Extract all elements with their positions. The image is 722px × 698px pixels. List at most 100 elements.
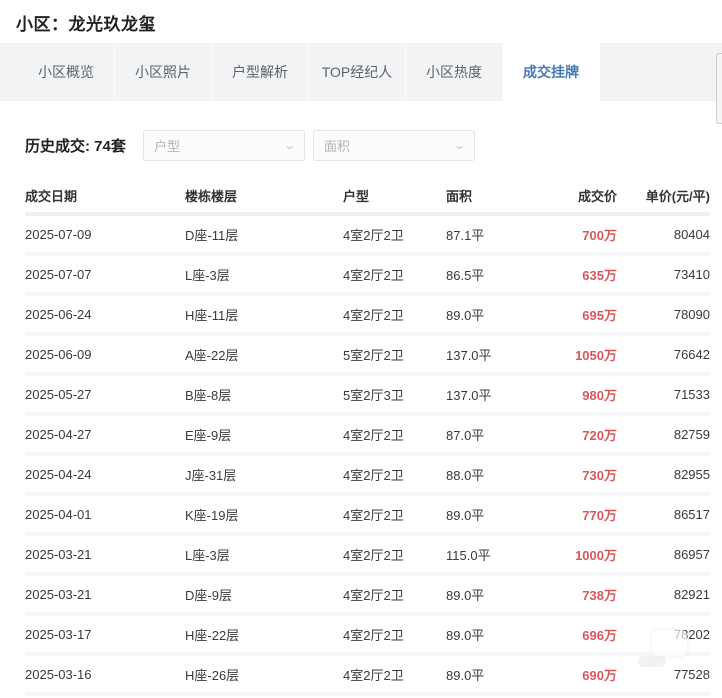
unit-layout: 4室2厅2卫	[343, 227, 404, 243]
col-header-unit-price: 单价(元/平)	[645, 188, 710, 204]
deal-date: 2025-05-27	[25, 386, 92, 402]
unit-area: 87.1平	[446, 227, 485, 243]
unit-layout: 4室2厅2卫	[343, 627, 404, 643]
deal-date: 2025-06-24	[25, 306, 92, 322]
unit-layout: 5室2厅2卫	[343, 347, 404, 363]
building-floor: L座-3层	[185, 267, 230, 283]
deal-price: 738万	[582, 587, 617, 603]
building-floor: H座-26层	[185, 667, 240, 683]
deal-date: 2025-03-21	[25, 546, 92, 562]
scrollbar-thumb[interactable]	[716, 53, 722, 124]
tab-3[interactable]: TOP经纪人	[309, 43, 406, 101]
col-header-price: 成交价	[577, 188, 617, 204]
table-row[interactable]: 2025-06-24 H座-11层 4室2厅2卫 89.0平 695万 7809…	[25, 296, 710, 336]
title-bar: 小区：龙光玖龙玺	[0, 0, 722, 43]
deal-date: 2025-04-24	[25, 466, 92, 482]
unit-area: 89.0平	[446, 507, 485, 523]
chevron-down-icon: ⌄	[452, 140, 466, 152]
deal-price: 690万	[582, 667, 617, 683]
tab-4[interactable]: 小区热度	[406, 43, 503, 101]
tab-label: 小区概览	[38, 64, 94, 80]
table-row[interactable]: 2025-03-21 D座-9层 4室2厅2卫 89.0平 738万 82921	[25, 576, 710, 616]
table-row[interactable]: 2025-07-07 L座-3层 4室2厅2卫 86.5平 635万 73410	[25, 256, 710, 296]
tab-bar: 小区概览 小区照片 户型解析 TOP经纪人 小区热度 成交挂牌	[0, 43, 722, 101]
table-row[interactable]: 2025-03-17 H座-22层 4室2厅2卫 89.0平 696万 7820…	[25, 616, 710, 656]
page-title: 小区：龙光玖龙玺	[16, 15, 156, 34]
building-floor: J座-31层	[185, 467, 237, 483]
col-header-date: 成交日期	[25, 188, 78, 204]
deal-price: 980万	[582, 387, 617, 403]
unit-area: 89.0平	[446, 587, 485, 603]
unit-area: 89.0平	[446, 667, 485, 683]
deal-date: 2025-06-09	[25, 346, 92, 362]
table-row[interactable]: 2025-03-21 L座-3层 4室2厅2卫 115.0平 1000万 869…	[25, 536, 710, 576]
tab-label: 户型解析	[232, 64, 288, 80]
col-header-area: 面积	[446, 188, 473, 204]
tab-label: 小区热度	[426, 64, 482, 80]
unit-layout: 5室2厅3卫	[343, 387, 404, 403]
deal-price: 695万	[582, 307, 617, 323]
unit-price: 82921	[673, 586, 710, 602]
unit-layout: 4室2厅2卫	[343, 307, 404, 323]
unit-price: 78202	[673, 626, 710, 642]
table-header-row: 成交日期 楼栋楼层 户型 面积 成交价 单价(元/平)	[25, 178, 710, 216]
deal-date: 2025-07-07	[25, 266, 92, 282]
unit-area: 137.0平	[446, 387, 492, 403]
table-row[interactable]: 2025-04-01 K座-19层 4室2厅2卫 89.0平 770万 8651…	[25, 496, 710, 536]
tab-label: TOP经纪人	[321, 64, 393, 80]
unit-layout: 4室2厅2卫	[343, 587, 404, 603]
deal-price: 730万	[582, 467, 617, 483]
deal-price: 770万	[582, 507, 617, 523]
deal-price: 720万	[582, 427, 617, 443]
tab-2[interactable]: 户型解析	[212, 43, 309, 101]
tab-0[interactable]: 小区概览	[18, 43, 115, 101]
dropdown-placeholder: 户型	[154, 139, 181, 154]
deal-date: 2025-03-16	[25, 666, 92, 682]
unit-price: 86957	[673, 546, 710, 562]
deal-price: 696万	[582, 627, 617, 643]
unit-price: 71533	[673, 386, 710, 402]
unit-layout: 4室2厅2卫	[343, 427, 404, 443]
unit-layout: 4室2厅2卫	[343, 467, 404, 483]
deal-price: 635万	[582, 267, 617, 283]
deal-date: 2025-07-09	[25, 226, 92, 242]
building-floor: H座-11层	[185, 307, 239, 323]
unit-price: 80404	[673, 226, 710, 242]
filter-dropdown[interactable]: 户型 ⌄	[143, 130, 305, 161]
building-floor: E座-9层	[185, 427, 232, 443]
building-floor: K座-19层	[185, 507, 239, 523]
filter-dropdown[interactable]: 面积 ⌄	[313, 130, 475, 161]
unit-price: 82955	[673, 466, 710, 482]
col-header-building: 楼栋楼层	[185, 188, 238, 204]
deal-price: 1000万	[575, 547, 617, 563]
unit-area: 115.0平	[446, 547, 491, 563]
tab-1[interactable]: 小区照片	[115, 43, 212, 101]
unit-price: 77528	[673, 666, 710, 682]
tab-5[interactable]: 成交挂牌	[503, 43, 600, 101]
unit-area: 88.0平	[446, 467, 485, 483]
unit-area: 137.0平	[446, 347, 492, 363]
unit-price: 78090	[673, 306, 710, 322]
tab-label: 成交挂牌	[523, 64, 579, 80]
unit-price: 86517	[673, 506, 710, 522]
history-deals-count-label: 历史成交: 74套	[25, 138, 126, 155]
deal-price: 700万	[582, 227, 617, 243]
chevron-down-icon: ⌄	[282, 140, 296, 152]
deals-table: 成交日期 楼栋楼层 户型 面积 成交价 单价(元/平) 2025-07-09 D…	[25, 178, 710, 696]
unit-price: 82759	[673, 426, 710, 442]
unit-area: 87.0平	[446, 427, 485, 443]
table-row[interactable]: 2025-06-09 A座-22层 5室2厅2卫 137.0平 1050万 76…	[25, 336, 710, 376]
building-floor: D座-9层	[185, 587, 232, 603]
unit-area: 89.0平	[446, 627, 485, 643]
building-floor: D座-11层	[185, 227, 239, 243]
table-row[interactable]: 2025-07-09 D座-11层 4室2厅2卫 87.1平 700万 8040…	[25, 216, 710, 256]
table-row[interactable]: 2025-03-16 H座-26层 4室2厅2卫 89.0平 690万 7752…	[25, 656, 710, 696]
table-row[interactable]: 2025-04-27 E座-9层 4室2厅2卫 87.0平 720万 82759	[25, 416, 710, 456]
building-floor: H座-22层	[185, 627, 240, 643]
table-row[interactable]: 2025-05-27 B座-8层 5室2厅3卫 137.0平 980万 7153…	[25, 376, 710, 416]
col-header-layout: 户型	[343, 188, 370, 204]
building-floor: B座-8层	[185, 387, 232, 403]
deal-price: 1050万	[575, 347, 617, 363]
table-row[interactable]: 2025-04-24 J座-31层 4室2厅2卫 88.0平 730万 8295…	[25, 456, 710, 496]
unit-price: 73410	[673, 266, 710, 282]
